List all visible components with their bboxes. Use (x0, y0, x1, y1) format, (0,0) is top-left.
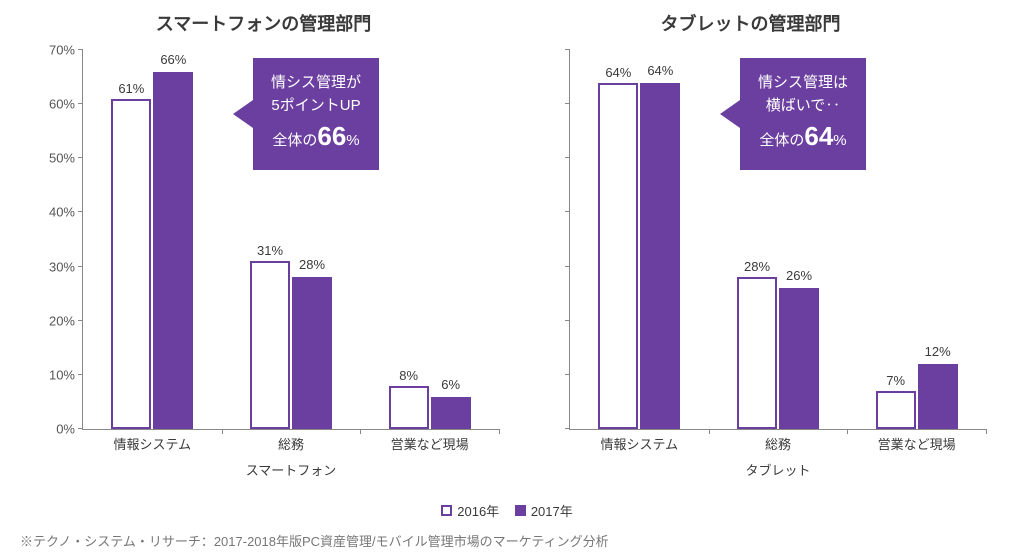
bar-2017: 12% (918, 364, 958, 429)
bar-group: 61%66%情報システム (83, 50, 222, 429)
bar-2016: 31% (250, 261, 290, 429)
callout-arrow-icon (233, 100, 253, 128)
legend-swatch-a (441, 505, 452, 516)
charts-container: スマートフォンの管理部門0%10%20%30%40%50%60%70%61%66… (20, 0, 994, 500)
bar-2017: 28% (292, 277, 332, 429)
bar-value-label: 7% (886, 373, 905, 388)
bar-value-label: 66% (160, 52, 186, 67)
plot-area: 0%10%20%30%40%50%60%70%61%66%情報システム31%28… (82, 50, 499, 430)
bar-value-label: 8% (399, 368, 418, 383)
y-tick-label: 40% (31, 205, 75, 220)
callout-line3: 全体の66% (271, 117, 361, 156)
bar-value-label: 31% (257, 243, 283, 258)
bar-2016: 7% (876, 391, 916, 429)
bar-group: 8%6%営業など現場 (360, 50, 499, 429)
x-category-label: 営業など現場 (360, 434, 499, 453)
y-tick-label: 70% (31, 43, 75, 58)
y-tick-label: 50% (31, 151, 75, 166)
bar-value-label: 64% (605, 65, 631, 80)
callout-box: 情シス管理は横ばいで‥全体の64% (740, 58, 866, 170)
legend: 2016年 2017年 (0, 501, 1014, 520)
bar-2017: 64% (640, 83, 680, 430)
bar-2017: 26% (779, 288, 819, 429)
callout-line2: 5ポイントUP (271, 95, 361, 118)
x-category-label: 情報システム (83, 434, 222, 453)
callout-arrow-icon (720, 100, 740, 128)
legend-label-a: 2016年 (457, 501, 499, 520)
x-group-label: タブレット (570, 460, 986, 479)
x-category-label: 総務 (222, 434, 361, 453)
bar-group: 7%12%営業など現場 (847, 50, 986, 429)
bar-2016: 61% (111, 99, 151, 429)
bar-2016: 8% (389, 386, 429, 429)
bar-value-label: 28% (299, 257, 325, 272)
callout-box: 情シス管理が5ポイントUP全体の66% (253, 58, 379, 170)
callout-line1: 情シス管理が (271, 72, 361, 95)
chart-panel-1: タブレットの管理部門64%64%情報システム28%26%総務7%12%営業など現… (507, 0, 994, 500)
y-tick-label: 10% (31, 367, 75, 382)
y-tick-label: 0% (31, 422, 75, 437)
bar-value-label: 64% (647, 63, 673, 78)
chart-title: スマートフォンの管理部門 (20, 0, 507, 36)
bar-2016: 64% (598, 83, 638, 430)
bar-value-label: 6% (441, 377, 460, 392)
bar-group: 64%64%情報システム (570, 50, 709, 429)
y-tick-label: 60% (31, 97, 75, 112)
x-category-label: 情報システム (570, 434, 709, 453)
legend-item-2017: 2017年 (515, 501, 573, 520)
bar-value-label: 61% (118, 81, 144, 96)
callout-line1: 情シス管理は (758, 72, 848, 95)
x-tick-mark (499, 429, 500, 434)
footnote: ※テクノ・システム・リサーチ：2017-2018年版PC資産管理/モバイル管理市… (20, 531, 609, 550)
x-group-label: スマートフォン (83, 460, 499, 479)
y-tick-label: 20% (31, 313, 75, 328)
bar-value-label: 28% (744, 259, 770, 274)
bar-2017: 6% (431, 397, 471, 429)
plot-area: 64%64%情報システム28%26%総務7%12%営業など現場タブレット情シス管… (569, 50, 986, 430)
chart-title: タブレットの管理部門 (507, 0, 994, 36)
legend-item-2016: 2016年 (441, 501, 499, 520)
x-category-label: 総務 (709, 434, 848, 453)
chart-panel-0: スマートフォンの管理部門0%10%20%30%40%50%60%70%61%66… (20, 0, 507, 500)
callout-line3: 全体の64% (758, 117, 848, 156)
bar-value-label: 26% (786, 268, 812, 283)
callout-line2: 横ばいで‥ (758, 95, 848, 118)
x-tick-mark (986, 429, 987, 434)
bar-2016: 28% (737, 277, 777, 429)
y-tick-label: 30% (31, 259, 75, 274)
legend-swatch-b (515, 505, 526, 516)
x-category-label: 営業など現場 (847, 434, 986, 453)
bar-value-label: 12% (925, 344, 951, 359)
legend-label-b: 2017年 (531, 501, 573, 520)
bar-2017: 66% (153, 72, 193, 429)
